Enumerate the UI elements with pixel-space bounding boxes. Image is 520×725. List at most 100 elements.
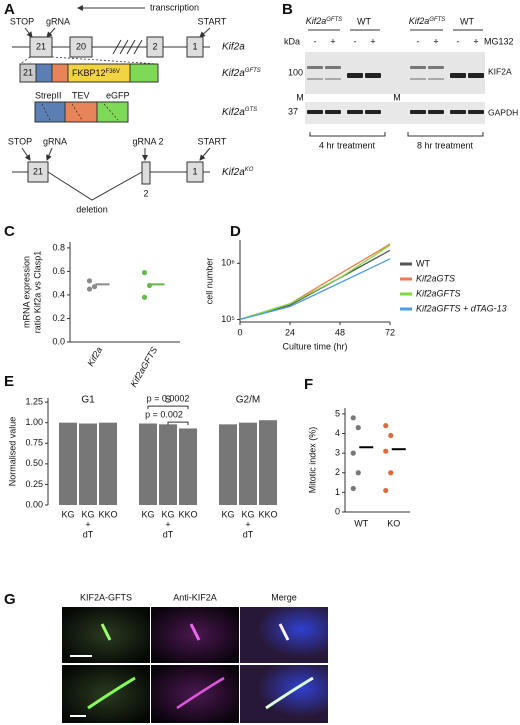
exon-label: 21 [23,67,33,77]
x-axis-label: Culture time (hr) [282,341,347,351]
image [151,665,239,723]
x-tick-label: Kif2a [85,345,104,368]
group-label: Kif2aGFTS [306,16,343,26]
band [450,73,466,78]
x-tick-label: KG [81,509,94,519]
protein-label: KIF2A [488,66,512,76]
marker-lane: M [296,92,304,102]
y-tick-label: 0 [335,506,340,516]
band [307,78,323,80]
panel-g: G KIF2A-GFTS Anti-KIF2A Merge [4,591,328,723]
exon [27,161,49,183]
y-tick-label: 10⁶ [221,258,235,268]
band [307,110,323,114]
sign: + [473,36,478,46]
bridge [265,676,314,710]
x-tick-label: dT [243,529,254,539]
arrow [199,27,211,38]
band [365,110,381,114]
bridge [87,676,136,710]
panel-a: A transcription STOP gRNA START 21 20 2 … [4,1,261,214]
exon [69,36,93,58]
allele-name: Kif2aGTS [222,107,257,118]
panel-label: F [304,376,313,393]
panel-label: E [4,373,14,390]
point [355,425,361,431]
protein-label: GAPDH [488,107,518,117]
bar [159,424,177,505]
exon-label: 20 [76,41,86,51]
sign: + [330,36,335,46]
point [383,487,389,494]
line [239,244,391,321]
y-tick-label: 0.00 [25,499,43,509]
x-tick-label: KG [141,509,154,519]
group-label: S [165,395,172,406]
group-label: G1 [81,395,95,406]
column-label: KIF2A-GFTS [80,592,132,602]
point [388,470,394,476]
bar [179,428,197,505]
y-axis-label: mRNA expression [21,256,31,328]
exon [141,161,151,185]
band [325,110,341,114]
x-tick-label: + [85,519,90,529]
column-label: Merge [271,592,297,602]
line [239,243,391,321]
group-label: WT [460,16,474,26]
x-tick-label: + [165,519,170,529]
allele-name: Kif2aGFTS [222,68,261,79]
spindle [278,623,290,641]
y-tick-label: 1 [335,487,340,497]
group-sup: GFTS [326,17,342,23]
allele-sup: GTS [245,107,257,113]
exon-label: 21 [36,41,46,51]
point [141,294,148,300]
marker-label: 100 [288,67,303,77]
label: FKBP12F36V [72,68,120,78]
x-tick-label: dT [83,529,94,539]
label: transcription [150,2,199,12]
exon [146,36,164,58]
point [383,448,389,454]
y-tick-label: 0.2 [52,313,65,323]
panel-label: G [4,591,16,608]
allele-name: Kif2aKO [222,167,254,178]
x-tick-label: KKO [258,509,277,519]
point [350,415,356,421]
gene-name: Kif2a [222,42,245,53]
band [347,110,363,114]
point [86,278,93,284]
legend-label: Kif2aGFTS [416,288,461,298]
y-tick-label: 5 [335,408,340,418]
point [355,470,361,476]
x-tick-label: Kif2aGFTS [128,345,159,389]
bar [139,423,157,505]
segment [35,63,53,83]
sign: - [354,36,357,46]
y-tick-label: 1.00 [25,417,43,427]
blot [305,102,485,124]
x-tick-label: 48 [335,327,345,337]
sign: + [370,36,375,46]
signs: - + - + - + - + [314,36,479,46]
band [428,66,444,69]
segment [34,101,66,123]
y-tick-label: 0.0 [52,336,65,346]
segment [96,101,129,123]
y-axis-label: cell number [204,258,214,305]
panel-label: D [230,223,241,240]
exon-label: 1 [192,41,197,51]
allele-sup: GFTS [245,68,261,74]
y-tick-label: 0.4 [52,289,65,299]
spindle [189,623,201,641]
y-tick-label: 0.6 [52,266,65,276]
panel-label: A [4,1,15,18]
exon-label: 1 [192,166,197,176]
group-sup: GFTS [429,17,445,23]
legend-label: Kif2aGFTS + dTAG-13 [416,303,507,313]
label: gRNA 2 [132,136,163,146]
y-tick-label: 10⁵ [221,314,235,324]
bracket [167,421,189,426]
x-tick-label: + [245,519,250,529]
